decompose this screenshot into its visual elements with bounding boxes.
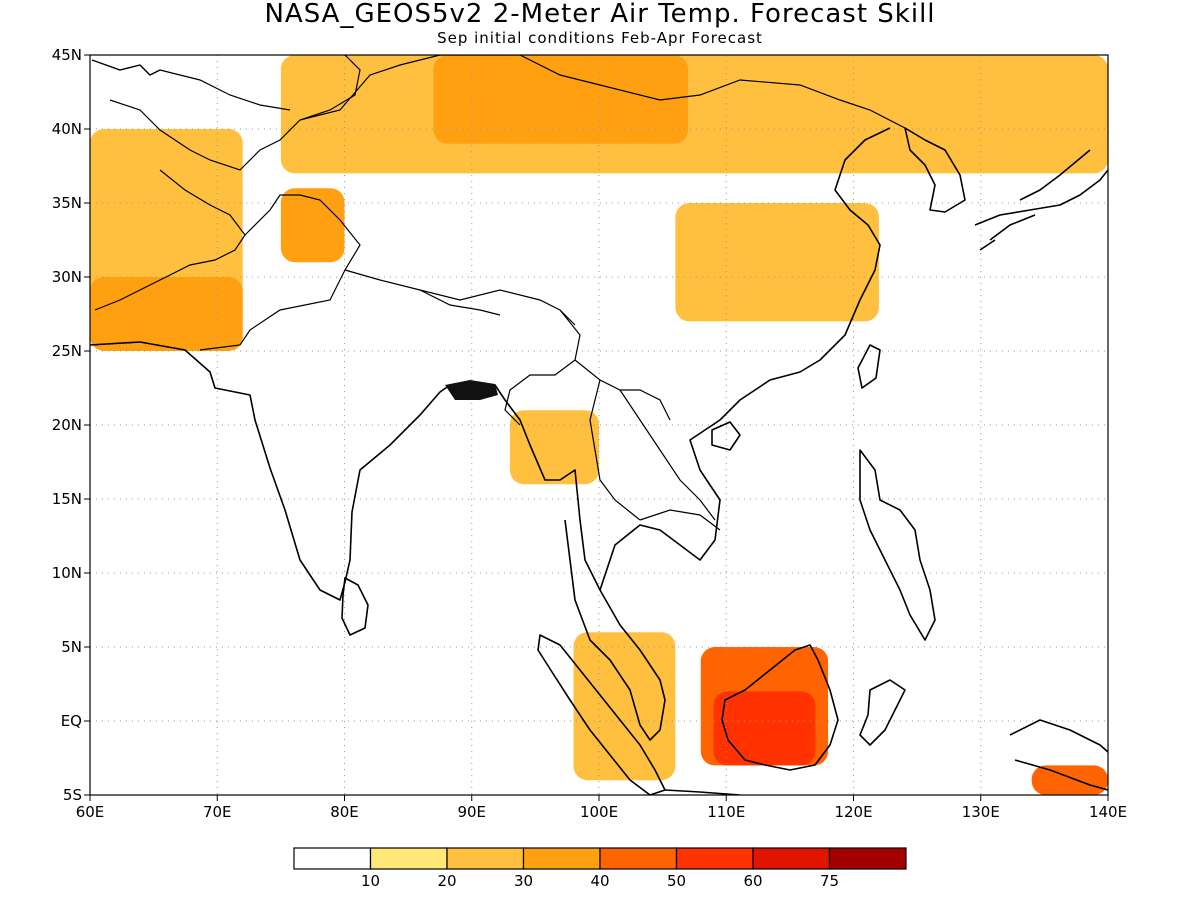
y-tick-label: 20N <box>52 416 82 434</box>
legend-swatch-7 <box>828 847 907 870</box>
skill-region-4 <box>280 188 345 263</box>
y-tick-label: 30N <box>52 268 82 286</box>
skill-region-7 <box>573 632 676 781</box>
border-pakistan-india <box>199 194 361 351</box>
x-tick-label: 80E <box>330 803 359 821</box>
color-legend: 10 20 30 40 50 60 75 <box>293 847 907 890</box>
map-subtitle: Sep initial conditions Feb-Apr Forecast <box>437 29 763 47</box>
legend-label: 60 <box>743 872 762 890</box>
skill-region-10 <box>1031 765 1108 795</box>
legend-label: 40 <box>590 872 609 890</box>
coastline-sulawesi <box>859 679 906 746</box>
border-myanmar-thailand <box>574 359 671 421</box>
y-tick-label: 40N <box>52 120 82 138</box>
coastline-java <box>664 789 741 795</box>
legend-swatch-3 <box>522 847 601 870</box>
x-tick-label: 110E <box>707 803 745 821</box>
legend-label: 10 <box>361 872 380 890</box>
coastline-borneo <box>721 644 839 771</box>
coastline-korea <box>904 127 966 213</box>
coastline-hainan <box>711 421 741 451</box>
country-borders <box>94 55 906 531</box>
x-tick-label: 60E <box>76 803 105 821</box>
legend-swatch-2 <box>446 847 525 870</box>
border-himalaya <box>344 269 576 326</box>
y-tick-label: 15N <box>52 490 82 508</box>
legend-swatch-5 <box>675 847 754 870</box>
border-cambodia <box>639 509 721 531</box>
skill-region-1 <box>433 55 689 144</box>
coastline-sri-lanka <box>341 577 369 636</box>
coastline-indochina <box>599 127 891 591</box>
coastline-philippines <box>859 449 936 641</box>
y-tick-label: EQ <box>61 712 82 730</box>
skill-region-5 <box>675 203 879 322</box>
y-tick-label: 25N <box>52 342 82 360</box>
coastline-taiwan <box>857 344 881 389</box>
x-tick-label: 140E <box>1089 803 1127 821</box>
border-laos-vietnam <box>619 389 716 521</box>
y-tick-label: 45N <box>52 46 82 64</box>
border-nepal <box>419 289 501 316</box>
border-afghanistan-pakistan <box>94 169 246 311</box>
legend-label: 50 <box>667 872 686 890</box>
legend-swatch-0 <box>293 847 372 870</box>
border-thailand <box>589 379 641 521</box>
border-iran-afghanistan <box>109 55 361 171</box>
coastline-new-guinea <box>1009 719 1108 791</box>
legend-label: 20 <box>437 872 456 890</box>
skill-region-9 <box>713 691 816 766</box>
x-tick-label: 100E <box>580 803 618 821</box>
legend-swatch-1 <box>369 847 448 870</box>
map-title: NASA_GEOS5v2 2-Meter Air Temp. Forecast … <box>264 0 936 29</box>
y-tick-label: 35N <box>52 194 82 212</box>
skill-shading <box>90 55 1108 795</box>
x-tick-label: 90E <box>457 803 486 821</box>
coastline-sumatra <box>537 634 666 795</box>
skill-region-3 <box>90 277 243 351</box>
legend-label: 75 <box>820 872 839 890</box>
border-china-kazakhstan <box>159 69 291 111</box>
legend-swatch-6 <box>752 847 831 870</box>
legend-label: 30 <box>514 872 533 890</box>
legend-swatch-4 <box>599 847 678 870</box>
bangladesh-delta <box>445 380 498 400</box>
y-tick-label: 5S <box>63 786 82 804</box>
skill-region-0 <box>280 55 1108 174</box>
map-axes: 60E 70E 80E 90E 100E 110E 120E 130E 140E 5S EQ 5N 10… <box>52 46 1127 821</box>
border-china-mongolia <box>299 55 906 129</box>
border-myanmar <box>504 309 581 426</box>
coastline-japan <box>974 149 1108 251</box>
x-tick-label: 120E <box>834 803 872 821</box>
coastline-caspian <box>91 59 161 76</box>
y-tick-label: 10N <box>52 564 82 582</box>
skill-region-6 <box>509 410 599 485</box>
x-tick-label: 70E <box>203 803 232 821</box>
x-tick-label: 130E <box>962 803 1000 821</box>
y-tick-label: 5N <box>61 638 82 656</box>
